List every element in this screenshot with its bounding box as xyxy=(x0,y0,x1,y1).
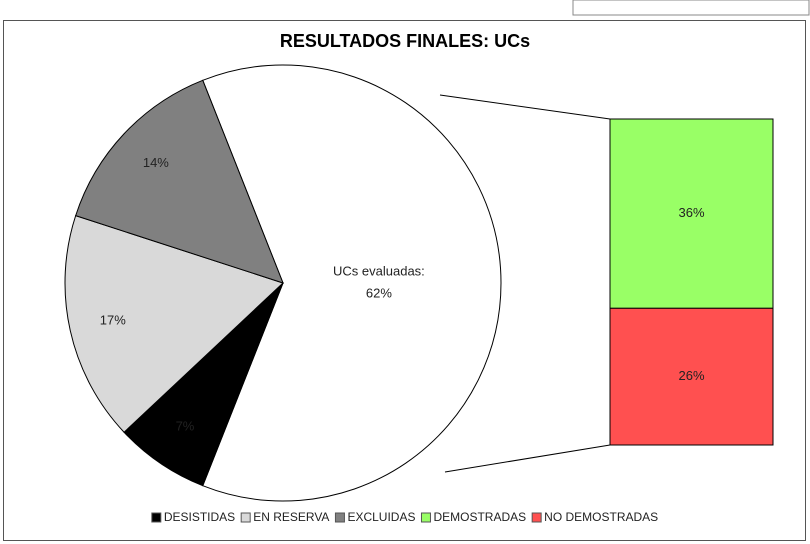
value-label: 14% xyxy=(143,155,169,170)
legend-swatch xyxy=(240,512,251,523)
legend-label: NO DEMOSTRADAS xyxy=(544,510,658,524)
slice-label: UCs evaluadas: xyxy=(333,263,425,278)
legend-label: EXCLUIDAS xyxy=(347,510,415,524)
value-label: 17% xyxy=(100,312,126,327)
connector-line xyxy=(444,444,611,473)
chart-title: RESULTADOS FINALES: UCs xyxy=(280,31,530,51)
corner-box xyxy=(572,0,810,16)
connector-line xyxy=(439,94,611,120)
legend-label: DESISTIDAS xyxy=(164,510,235,524)
value-label: 62% xyxy=(366,285,392,300)
value-label: 36% xyxy=(678,205,704,220)
legend-swatch xyxy=(420,512,431,523)
bar-segment xyxy=(609,118,774,309)
bar-segment xyxy=(609,307,774,446)
legend-label: DEMOSTRADAS xyxy=(433,510,526,524)
pie-slice xyxy=(64,215,284,433)
value-label: 26% xyxy=(678,368,704,383)
pie-slice xyxy=(202,64,502,502)
legend-swatch xyxy=(334,512,345,523)
legend-swatch xyxy=(531,512,542,523)
legend-swatch xyxy=(151,512,162,523)
pie-slice xyxy=(75,79,284,284)
legend-label: EN RESERVA xyxy=(253,510,329,524)
value-label: 7% xyxy=(176,419,195,434)
